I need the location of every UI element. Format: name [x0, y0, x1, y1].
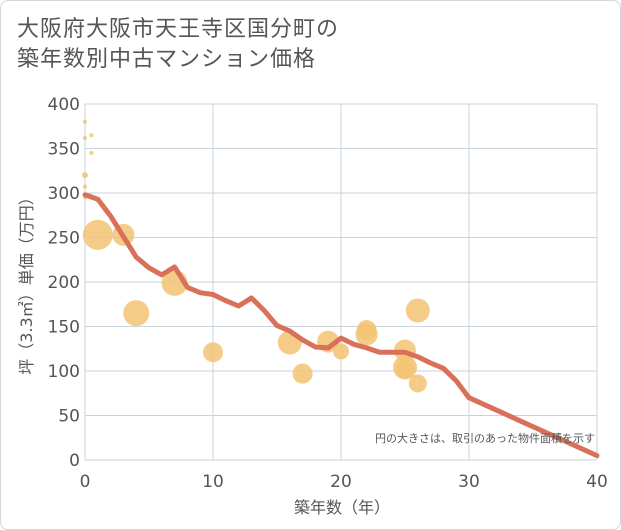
scatter-point-7	[82, 219, 113, 250]
y-tick-label-5: 250	[48, 229, 80, 249]
y-axis-label: 坪（3.3㎡）単価（万円）	[17, 189, 36, 374]
x-axis-label: 築年数（年）	[294, 498, 390, 517]
scatter-point-3	[83, 184, 87, 189]
scatter-point-17	[355, 323, 378, 346]
scatter-point-1	[83, 135, 87, 140]
x-tick-labels: 0 10 20 30 40	[80, 472, 608, 492]
scatter-point-2	[82, 172, 88, 179]
scatter-point-0	[83, 119, 87, 124]
grid-lines	[84, 103, 598, 461]
x-tick-label-1: 10	[202, 472, 224, 492]
scatter-point-9	[123, 300, 150, 327]
x-tick-label-4: 40	[586, 472, 608, 492]
chart-title-line-1: 大阪府大阪市天王寺区国分町の	[17, 17, 340, 42]
y-tick-label-7: 350	[48, 140, 80, 160]
scatter-point-15	[333, 343, 349, 360]
y-tick-label-3: 150	[48, 318, 80, 338]
scatter-point-20	[396, 361, 414, 380]
x-tick-label-0: 0	[80, 472, 91, 492]
scatter-point-22	[408, 374, 427, 393]
scatter-point-5	[89, 133, 94, 138]
y-tick-label-0: 0	[69, 451, 80, 471]
chart-title: 大阪府大阪市天王寺区国分町の 築年数別中古マンション価格	[17, 15, 339, 75]
scatter-point-21	[405, 298, 430, 323]
x-tick-label-3: 30	[458, 472, 480, 492]
size-annotation: 円の大きさは、取引のあった物件面積を示す	[375, 431, 595, 445]
scatter-point-13	[292, 363, 313, 384]
y-tick-label-1: 50	[58, 407, 80, 427]
y-tick-label-2: 100	[48, 362, 80, 382]
y-tick-label-6: 300	[48, 184, 80, 204]
y-tick-label-8: 400	[48, 95, 80, 115]
x-tick-label-2: 20	[330, 472, 352, 492]
scatter-point-6	[89, 150, 94, 155]
y-tick-labels: 0 50 100 150 200 250 300 350 400	[48, 95, 80, 471]
chart-title-line-2: 築年数別中古マンション価格	[17, 47, 317, 72]
trend-line	[82, 192, 600, 459]
scatter-point-11	[203, 342, 223, 363]
y-tick-label-4: 200	[48, 273, 80, 293]
